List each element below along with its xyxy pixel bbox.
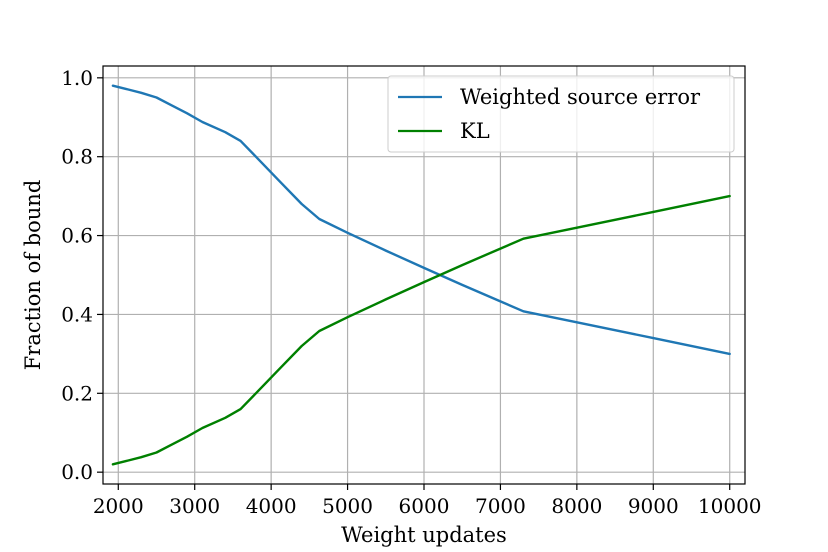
x-tick-label: 5000 bbox=[322, 494, 373, 518]
legend-label-weighted-source-error: Weighted source error bbox=[460, 85, 701, 109]
y-tick-label: 0.8 bbox=[61, 145, 93, 169]
x-tick-label: 6000 bbox=[399, 494, 450, 518]
y-tick-label: 1.0 bbox=[61, 66, 93, 90]
x-tick-label: 10000 bbox=[698, 494, 762, 518]
series-line-weighted-source-error bbox=[111, 84, 731, 356]
x-tick-label: 3000 bbox=[169, 494, 220, 518]
series-lines bbox=[111, 84, 731, 466]
legend-box bbox=[387, 75, 735, 153]
y-tick-label: 0.0 bbox=[61, 460, 93, 484]
axis-ticks: 2000 3000 4000 5000 6000 7000 8000 9000 10000 0.0… bbox=[61, 66, 761, 518]
y-tick-label: 0.2 bbox=[61, 381, 93, 405]
y-tick-label: 0.4 bbox=[61, 302, 93, 326]
y-axis-label: Fraction of bound bbox=[21, 180, 45, 371]
legend-label-kl: KL bbox=[460, 119, 490, 143]
x-tick-label: 2000 bbox=[93, 494, 144, 518]
legend: Weighted source error KL bbox=[387, 75, 735, 153]
x-tick-label: 9000 bbox=[628, 494, 679, 518]
x-tick-label: 4000 bbox=[246, 494, 297, 518]
x-axis-label: Weight updates bbox=[341, 523, 507, 547]
y-tick-label: 0.6 bbox=[61, 224, 93, 248]
series-line-kl bbox=[111, 194, 731, 466]
x-tick-label: 7000 bbox=[475, 494, 526, 518]
x-tick-label: 8000 bbox=[551, 494, 602, 518]
